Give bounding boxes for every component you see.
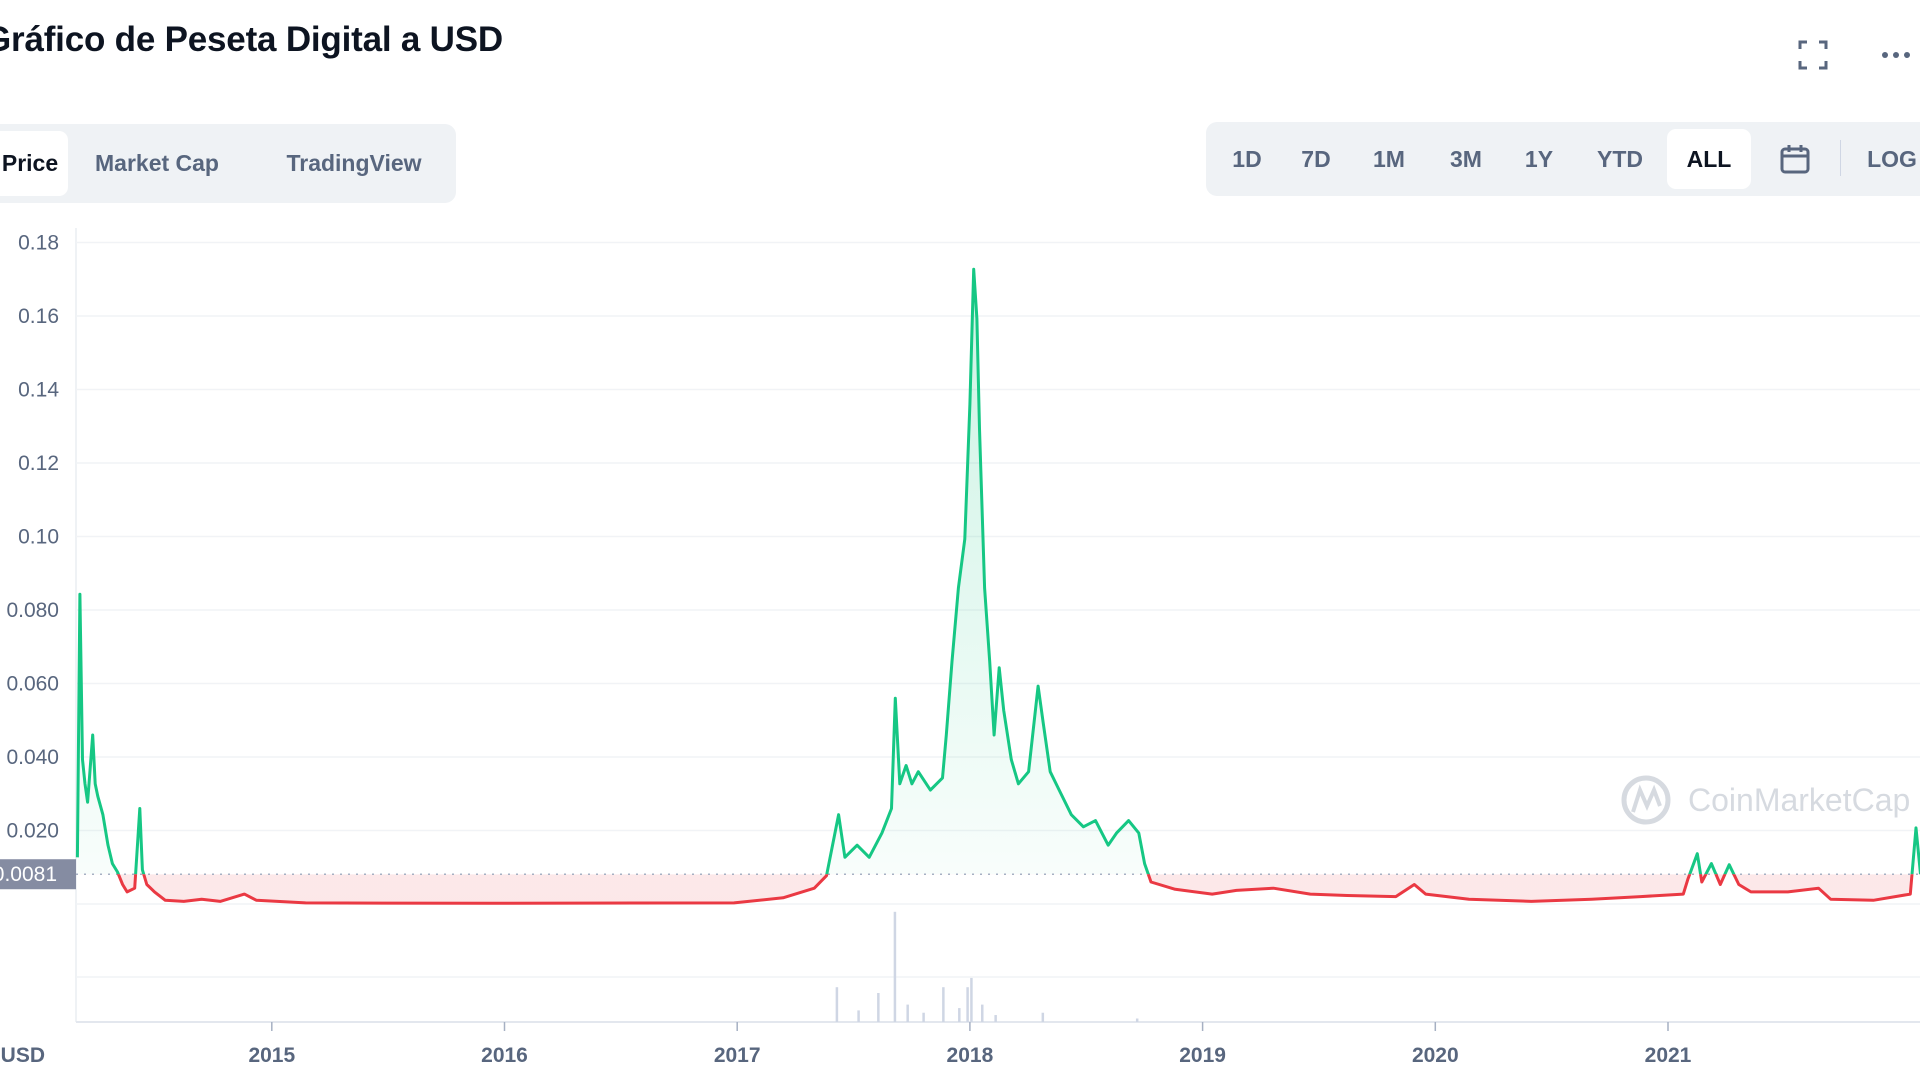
range-7d[interactable]: 7D <box>1301 146 1331 172</box>
volume-bar <box>966 987 969 1022</box>
price-line-up <box>75 267 1920 875</box>
volume-bar <box>922 1012 925 1022</box>
y-tick-label: 0.18 <box>18 232 59 255</box>
x-tick-label: 2021 <box>1645 1044 1692 1067</box>
volume-bar <box>906 1004 909 1022</box>
y-tick-label: 0.14 <box>18 379 59 402</box>
y-tick-label: 0.060 <box>6 673 59 696</box>
time-range-selector <box>1206 122 1920 196</box>
x-tick-label: 2017 <box>714 1044 761 1067</box>
range-1m[interactable]: 1M <box>1373 146 1405 172</box>
current-price-tag <box>0 859 76 890</box>
range-log[interactable]: LOG <box>1867 146 1917 172</box>
x-tick-label: 2016 <box>481 1044 528 1067</box>
price-area-up <box>77 269 1920 875</box>
volume-bar <box>981 1004 984 1022</box>
range-ytd[interactable]: YTD <box>1597 146 1643 172</box>
fullscreen-icon[interactable] <box>1798 40 1828 70</box>
currency-label: USD <box>1 1044 45 1067</box>
page-title: Gráfico de Peseta Digital a USD <box>0 20 503 59</box>
x-tick-label: 2018 <box>947 1044 994 1067</box>
current-price-label: 0.0081 <box>0 863 57 886</box>
price-line-down <box>116 874 1920 905</box>
y-tick-label: 0.020 <box>6 820 59 843</box>
y-tick-label: 0.10 <box>18 526 59 549</box>
volume-bar <box>835 987 839 1022</box>
range-1y[interactable]: 1Y <box>1524 146 1554 172</box>
x-tick-label: 2020 <box>1412 1044 1459 1067</box>
more-horizontal-icon[interactable] <box>1880 48 1916 62</box>
volume-bar <box>942 987 945 1022</box>
volume-bar <box>893 911 897 1022</box>
range-1d[interactable]: 1D <box>1232 146 1262 172</box>
tab-price[interactable]: Price <box>0 131 68 196</box>
x-tick-label: 2015 <box>248 1044 295 1067</box>
volume-bar <box>877 993 880 1022</box>
volume-bar <box>958 1008 961 1022</box>
range-3m[interactable]: 3M <box>1450 146 1482 172</box>
tab-market-cap[interactable]: Market Cap <box>95 150 219 176</box>
chart-type-tabs: Price Market Cap TradingView <box>0 124 456 203</box>
x-tick-label: 2019 <box>1179 1044 1226 1067</box>
watermark-text: CoinMarketCap <box>1688 782 1910 818</box>
volume-bar <box>857 1010 860 1022</box>
price-area-down <box>118 874 1913 904</box>
y-tick-label: 0.12 <box>18 452 59 475</box>
volume-bar <box>970 977 973 1022</box>
volume-bar <box>1135 1018 1139 1022</box>
y-tick-label: 0.16 <box>18 305 59 328</box>
coinmarketcap-watermark: CoinMarketCap <box>1621 775 1910 825</box>
toolbar-divider <box>1840 140 1841 176</box>
volume-bar <box>994 1015 997 1022</box>
y-tick-label: 0.080 <box>6 599 59 622</box>
tab-tradingview[interactable]: TradingView <box>286 150 422 176</box>
volume-bar <box>1041 1012 1045 1022</box>
calendar-icon[interactable] <box>1779 143 1811 175</box>
range-all[interactable]: ALL <box>1667 129 1751 189</box>
y-tick-label: 0.040 <box>6 746 59 769</box>
